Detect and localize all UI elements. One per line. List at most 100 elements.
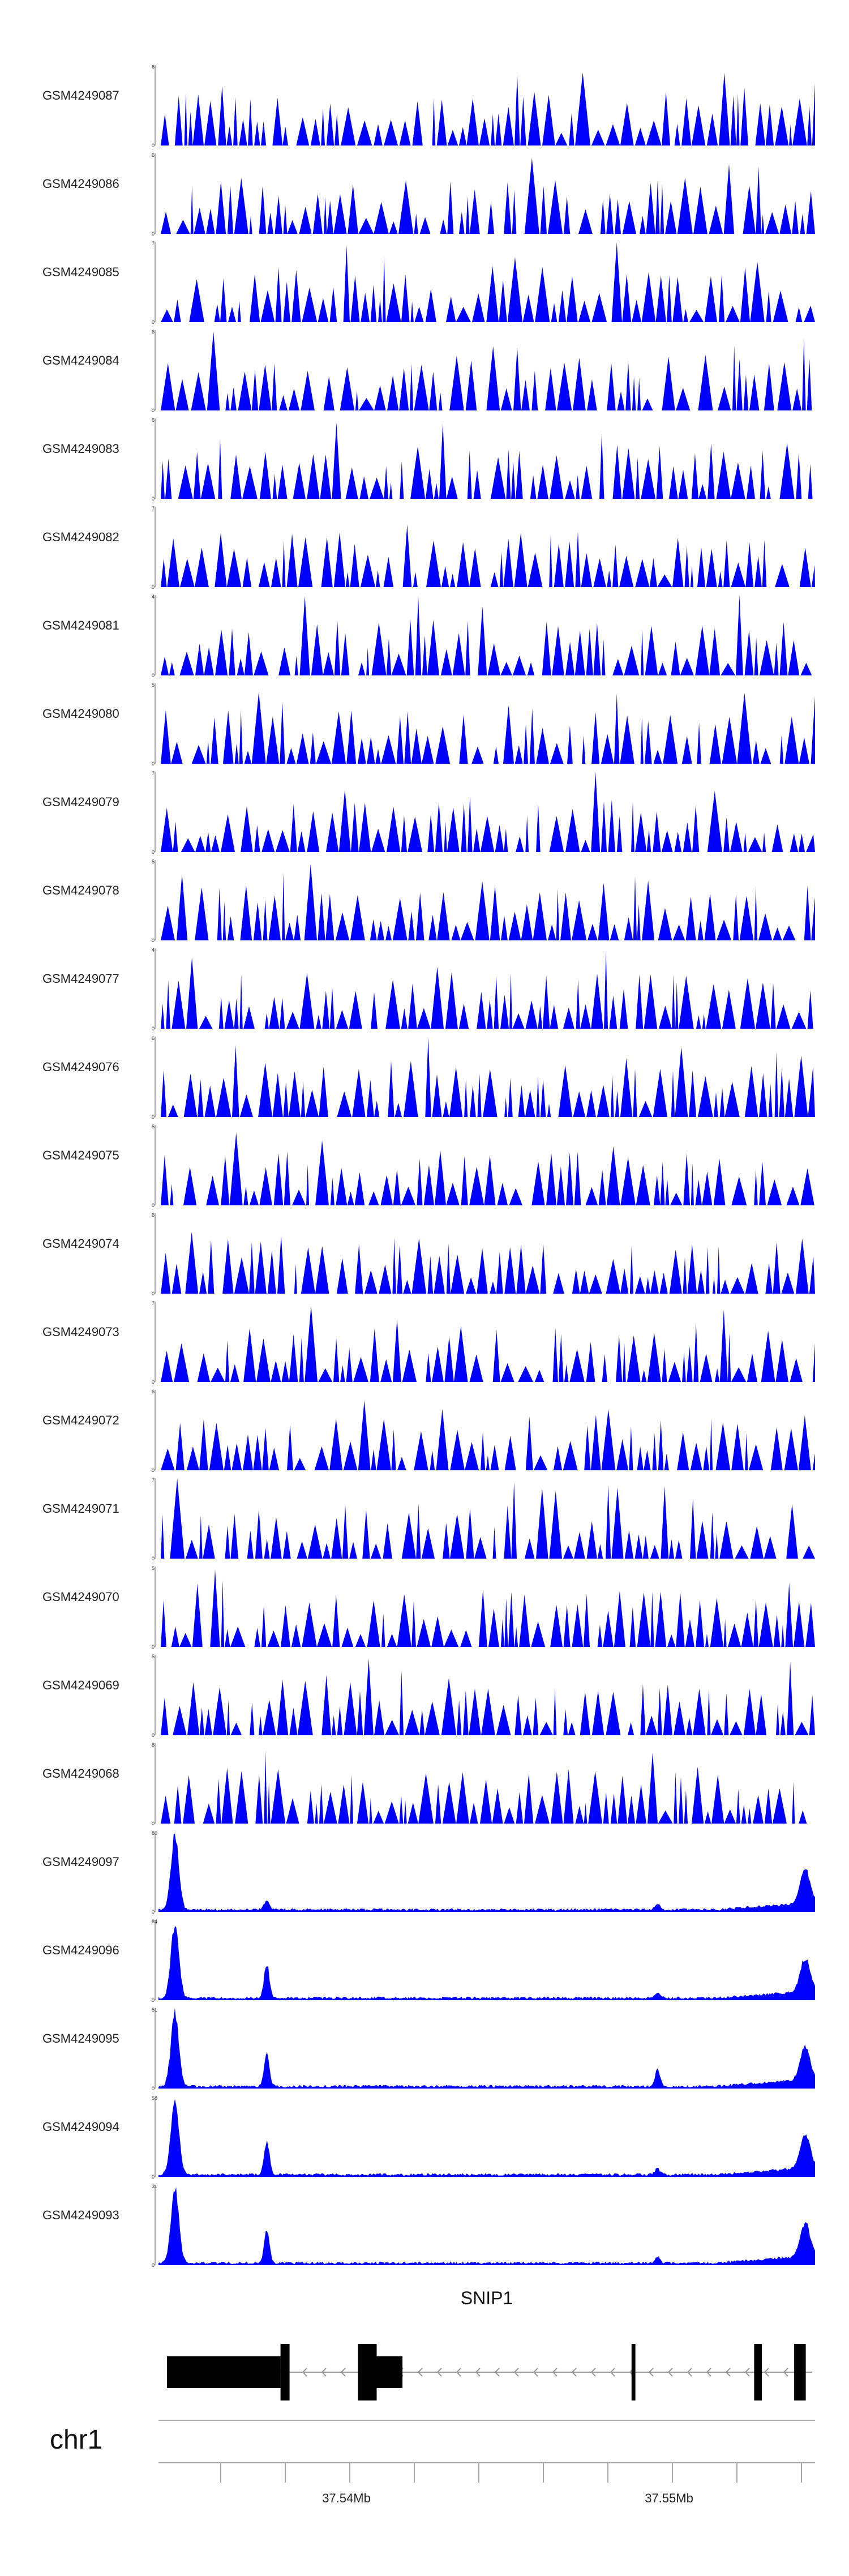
y-axis-min-label: 0 xyxy=(152,496,155,502)
coverage-area xyxy=(158,595,815,675)
coverage-area xyxy=(158,1306,815,1382)
strand-arrow xyxy=(552,2368,558,2377)
coverage-area xyxy=(158,864,815,940)
exon-block xyxy=(280,2344,290,2400)
coverage-area xyxy=(158,1478,815,1559)
y-axis-min-label: 0 xyxy=(152,1026,155,1032)
strand-arrow xyxy=(783,2368,788,2377)
coverage-track: GSM4249071 7 0 xyxy=(42,1477,815,1561)
strand-arrow xyxy=(610,2368,615,2377)
coverage-track: GSM4249072 6 0 xyxy=(42,1389,815,1473)
track-label: GSM4249094 xyxy=(42,2120,119,2134)
y-axis-max-label: 7 xyxy=(152,1300,155,1306)
coverage-area xyxy=(158,524,815,587)
track-label: GSM4249075 xyxy=(42,1148,119,1162)
track-label: GSM4249068 xyxy=(42,1766,119,1781)
exon-block xyxy=(376,2356,403,2388)
y-axis-min-label: 0 xyxy=(152,849,155,855)
coverage-area xyxy=(158,1926,815,2000)
coverage-track: GSM4249086 6 0 xyxy=(42,152,815,237)
coverage-area xyxy=(158,2099,815,2177)
gene-track: SNIP1 xyxy=(167,2288,812,2400)
strand-arrow xyxy=(764,2368,769,2377)
coverage-track: GSM4249077 4 0 xyxy=(42,947,815,1032)
coverage-area xyxy=(158,157,815,234)
track-label: GSM4249076 xyxy=(42,1060,119,1074)
y-axis-max-label: 5 xyxy=(152,859,155,865)
y-axis-min-label: 0 xyxy=(152,1114,155,1120)
track-label: GSM4249096 xyxy=(42,1943,119,1957)
track-label: GSM4249093 xyxy=(42,2208,119,2222)
strand-arrow xyxy=(417,2368,423,2377)
coverage-area xyxy=(158,422,815,499)
y-axis-max-label: 58 xyxy=(152,2095,157,2101)
strand-arrow xyxy=(590,2368,596,2377)
y-axis-max-label: 5 xyxy=(152,1124,155,1129)
strand-arrow xyxy=(513,2368,519,2377)
y-axis-max-label: 4 xyxy=(152,947,155,953)
track-label: GSM4249070 xyxy=(42,1590,119,1604)
y-axis-min-label: 0 xyxy=(152,1909,155,1915)
coverage-track: GSM4249080 5 0 xyxy=(42,682,815,767)
exon-block xyxy=(358,2344,377,2400)
exon-block xyxy=(754,2344,762,2400)
y-axis-min-label: 0 xyxy=(152,673,155,678)
track-label: GSM4249071 xyxy=(42,1501,119,1516)
track-label: GSM4249082 xyxy=(42,530,119,544)
strand-arrow xyxy=(571,2368,577,2377)
y-axis-max-label: 6 xyxy=(152,1389,155,1394)
strand-arrow xyxy=(744,2368,750,2377)
strand-arrow xyxy=(494,2368,500,2377)
strand-arrow xyxy=(533,2368,538,2377)
y-axis-max-label: 7 xyxy=(152,1477,155,1483)
coverage-track: GSM4249068 8 0 xyxy=(42,1742,815,1826)
coverage-track: GSM4249087 6 0 xyxy=(42,64,815,148)
coverage-track: GSM4249082 7 0 xyxy=(42,506,815,590)
y-axis-max-label: 4 xyxy=(152,594,155,600)
coverage-track: GSM4249096 84 0 xyxy=(42,1919,815,2003)
y-axis-min-label: 0 xyxy=(152,2262,155,2268)
coverage-track: GSM4249078 5 0 xyxy=(42,859,815,943)
coverage-track: GSM4249073 7 0 xyxy=(42,1300,815,1385)
coverage-area xyxy=(158,2008,815,2089)
strand-arrow xyxy=(648,2368,654,2377)
y-axis-max-label: 7 xyxy=(152,771,155,776)
y-axis-min-label: 0 xyxy=(152,319,155,325)
y-axis-min-label: 0 xyxy=(152,2086,155,2091)
strand-arrow xyxy=(302,2368,307,2377)
y-axis-min-label: 0 xyxy=(152,1556,155,1561)
genomic-axis: chr1 37.54Mb 37.55Mb xyxy=(50,2420,815,2505)
coverage-area xyxy=(158,1751,815,1824)
coverage-area xyxy=(158,951,815,1029)
axis-tick-label: 37.54Mb xyxy=(322,2491,371,2505)
y-axis-min-label: 0 xyxy=(152,408,155,413)
track-label: GSM4249080 xyxy=(42,707,119,721)
track-label: GSM4249086 xyxy=(42,177,119,191)
coverage-track: GSM4249076 6 0 xyxy=(42,1035,815,1120)
strand-arrow xyxy=(321,2368,327,2377)
coverage-area xyxy=(158,1037,815,1117)
coverage-track: GSM4249095 51 0 xyxy=(42,2007,815,2091)
coverage-area xyxy=(158,772,815,852)
y-axis-max-label: 31 xyxy=(152,2184,157,2189)
track-label: GSM4249073 xyxy=(42,1325,119,1339)
y-axis-min-label: 0 xyxy=(152,2174,155,2180)
y-axis-min-label: 0 xyxy=(152,1997,155,2003)
y-axis-max-label: 5 xyxy=(152,1565,155,1571)
y-axis-max-label: 6 xyxy=(152,329,155,335)
y-axis-min-label: 0 xyxy=(152,1467,155,1473)
y-axis-min-label: 0 xyxy=(152,1732,155,1738)
strand-arrow xyxy=(340,2368,346,2377)
coverage-track: GSM4249083 6 0 xyxy=(42,417,815,502)
axis-tick-label: 37.55Mb xyxy=(645,2491,693,2505)
strand-arrow xyxy=(687,2368,692,2377)
y-axis-max-label: 6 xyxy=(152,417,155,423)
track-label: GSM4249072 xyxy=(42,1413,119,1427)
y-axis-max-label: 5 xyxy=(152,1654,155,1659)
strand-arrow xyxy=(725,2368,731,2377)
coverage-area xyxy=(158,1834,815,1912)
exon-block xyxy=(167,2356,281,2388)
coverage-area xyxy=(158,1400,815,1470)
coverage-area xyxy=(158,692,815,764)
